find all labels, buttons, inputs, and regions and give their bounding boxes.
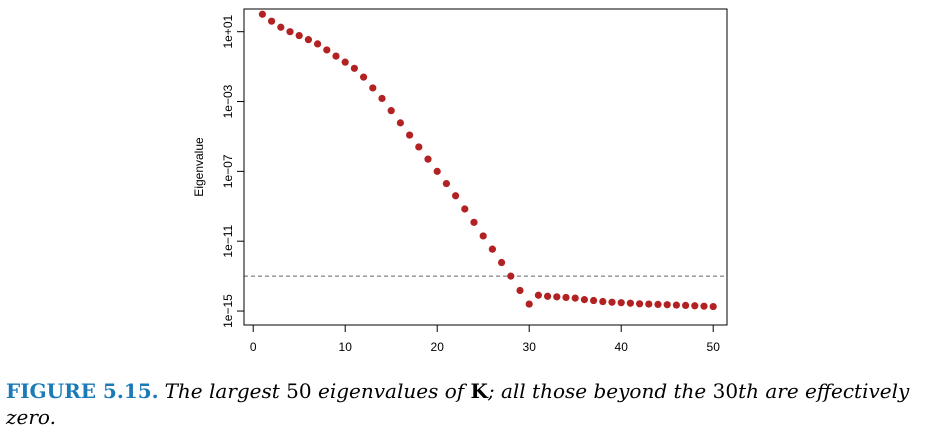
y-axis-label: Eigenvalue <box>192 137 206 197</box>
caption-number-2: 30 <box>712 379 739 403</box>
data-point <box>304 36 312 44</box>
data-point <box>608 298 616 306</box>
data-point <box>323 46 331 54</box>
data-point <box>516 286 524 295</box>
data-point <box>709 302 717 311</box>
data-point <box>525 300 533 308</box>
y-tick-label: 1e−11 <box>221 224 235 257</box>
data-point <box>617 299 625 307</box>
data-point <box>691 302 699 310</box>
data-point <box>332 52 340 60</box>
caption-number-1: 50 <box>286 379 312 403</box>
data-point <box>534 291 543 299</box>
figure-label: FIGURE 5.15. <box>6 379 159 403</box>
data-point <box>387 107 395 115</box>
data-point <box>488 245 496 253</box>
x-tick-label: 10 <box>339 340 353 354</box>
data-point <box>571 294 579 302</box>
caption-text-1: The largest <box>164 379 280 403</box>
x-tick-label: 0 <box>250 340 257 354</box>
data-point <box>369 84 377 92</box>
caption-text-4: th are effectively zero. <box>6 379 910 429</box>
data-point <box>406 131 414 139</box>
x-axis: 0 10 20 30 40 50 <box>250 324 721 354</box>
data-point <box>341 58 349 66</box>
data-point <box>277 23 285 31</box>
figure-caption: FIGURE 5.15. The largest 50 eigenvalues o… <box>6 378 936 430</box>
data-point <box>682 301 690 310</box>
data-point <box>636 300 644 308</box>
data-point <box>452 192 460 200</box>
data-point <box>645 300 653 308</box>
x-tick-label: 40 <box>615 340 629 354</box>
x-tick-label: 20 <box>431 340 445 354</box>
data-point <box>479 232 487 240</box>
x-tick-label: 30 <box>523 340 537 354</box>
data-point <box>507 272 515 280</box>
data-point <box>360 73 368 81</box>
x-tick-label: 50 <box>707 340 721 354</box>
data-point <box>599 297 607 306</box>
data-point <box>498 258 506 267</box>
data-point <box>442 179 450 188</box>
y-tick-label: 1e−07 <box>221 154 235 188</box>
data-point <box>700 302 708 310</box>
caption-text-3: ; all those beyond the <box>487 379 707 403</box>
data-point <box>544 292 552 300</box>
data-point <box>295 31 303 40</box>
caption-text-2: eigenvalues of <box>317 379 465 403</box>
data-point <box>654 300 662 308</box>
data-point <box>268 17 276 25</box>
data-point <box>470 218 478 226</box>
y-tick-label: 1e+01 <box>221 15 235 49</box>
data-point <box>286 28 294 36</box>
data-point <box>258 10 266 18</box>
data-point <box>663 301 671 309</box>
data-point <box>433 167 441 175</box>
plot-frame <box>243 8 728 326</box>
data-point <box>415 143 423 151</box>
data-point <box>626 299 635 307</box>
y-axis: 1e+01 1e−03 1e−07 1e−11 1e−15 <box>221 15 245 328</box>
data-point <box>461 205 469 213</box>
data-point <box>396 119 404 127</box>
data-point <box>580 296 589 304</box>
data-point <box>314 40 322 48</box>
y-tick-label: 1e−15 <box>221 294 235 328</box>
y-tick-label: 1e−03 <box>221 84 235 118</box>
data-point <box>553 293 561 301</box>
data-points <box>258 10 717 311</box>
data-point <box>590 296 598 305</box>
data-point <box>350 64 358 72</box>
caption-matrix: K <box>470 379 488 403</box>
data-point <box>424 155 432 163</box>
data-point <box>562 293 570 302</box>
data-point <box>378 94 386 103</box>
data-point <box>672 301 681 309</box>
